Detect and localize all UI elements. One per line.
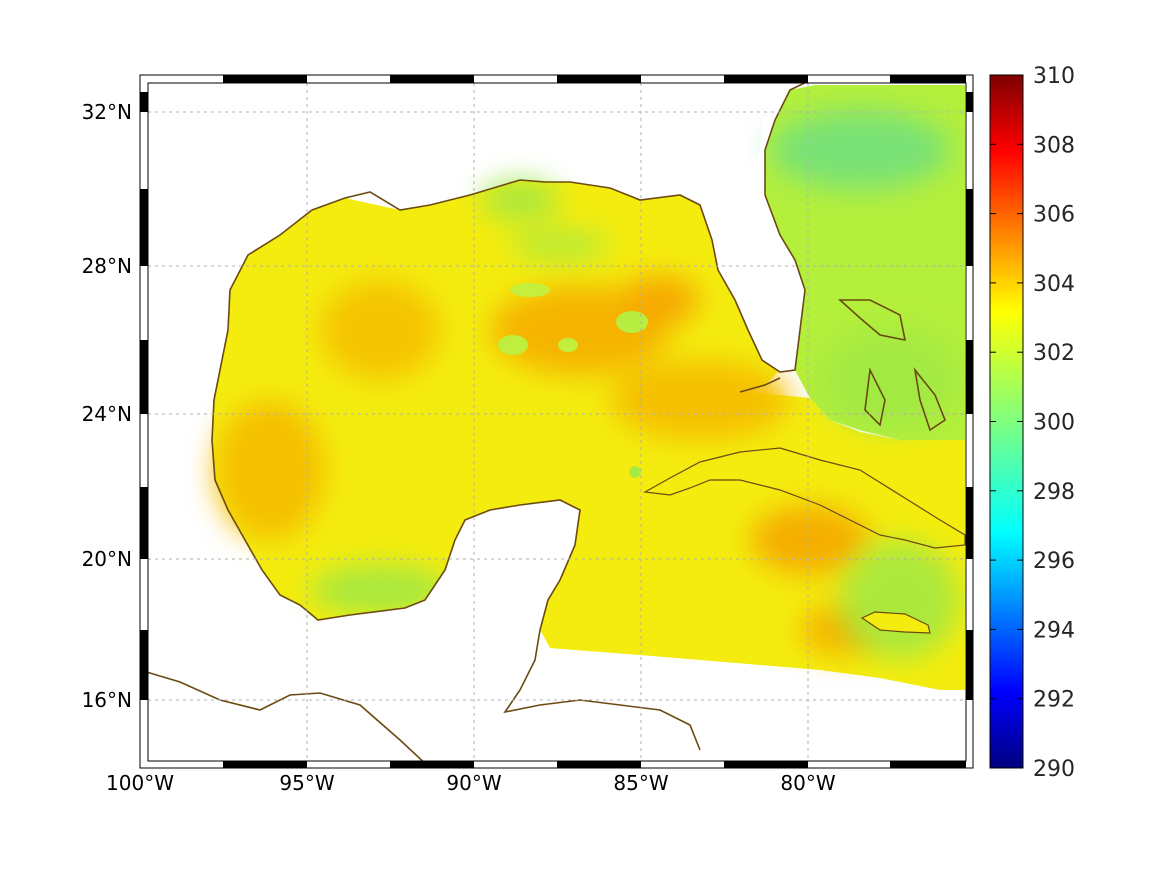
land-florida: [700, 83, 808, 372]
colorbar-ticks: 310 308 306 304 302 300 298 296 294 292 290: [990, 64, 1075, 782]
land-cuba: [643, 447, 966, 549]
lon-tick-label: 80°W: [780, 771, 835, 795]
colorbar-tick-label: 302: [1033, 341, 1075, 366]
lon-tick-label: 100°W: [106, 771, 174, 795]
colorbar-tick-label: 292: [1033, 688, 1075, 713]
lat-tick-label: 32°N: [82, 100, 132, 124]
gridlines: [148, 83, 966, 761]
map-frame: [139, 74, 974, 769]
colorbar-tick-label: 294: [1033, 618, 1075, 643]
colorbar-tick-label: 304: [1033, 272, 1075, 297]
eddy-cool: [498, 335, 528, 355]
lat-tick-label: 28°N: [82, 254, 132, 278]
colorbar-tick-label: 310: [1033, 64, 1075, 89]
eddy-cool: [616, 311, 648, 333]
lat-tick-label: 20°N: [82, 547, 132, 571]
eddy-cool: [510, 283, 550, 297]
lat-tick-label: 16°N: [82, 688, 132, 712]
colorbar-tick-label: 306: [1033, 203, 1075, 228]
colorbar-tick-label: 298: [1033, 480, 1075, 505]
longitude-labels: 100°W 95°W 90°W 85°W 80°W: [106, 771, 836, 795]
lon-tick-label: 95°W: [279, 771, 334, 795]
land-yucatan: [300, 500, 580, 700]
temperature-field: [212, 83, 966, 700]
eddy-cool: [629, 466, 641, 478]
coastlines: [148, 83, 946, 761]
cool-patches: [310, 110, 960, 660]
latitude-labels: 32°N 28°N 24°N 20°N 16°N: [82, 100, 132, 712]
lat-tick-label: 24°N: [82, 402, 132, 426]
colorbar-tick-label: 308: [1033, 133, 1075, 158]
lon-tick-label: 90°W: [446, 771, 501, 795]
lon-tick-label: 85°W: [613, 771, 668, 795]
colorbar-tick-label: 300: [1033, 411, 1075, 436]
eddy-cool: [558, 338, 578, 352]
land-jamaica: [860, 611, 931, 634]
colorbar-tick-label: 290: [1033, 757, 1075, 782]
colorbar-tick-label: 296: [1033, 549, 1075, 574]
